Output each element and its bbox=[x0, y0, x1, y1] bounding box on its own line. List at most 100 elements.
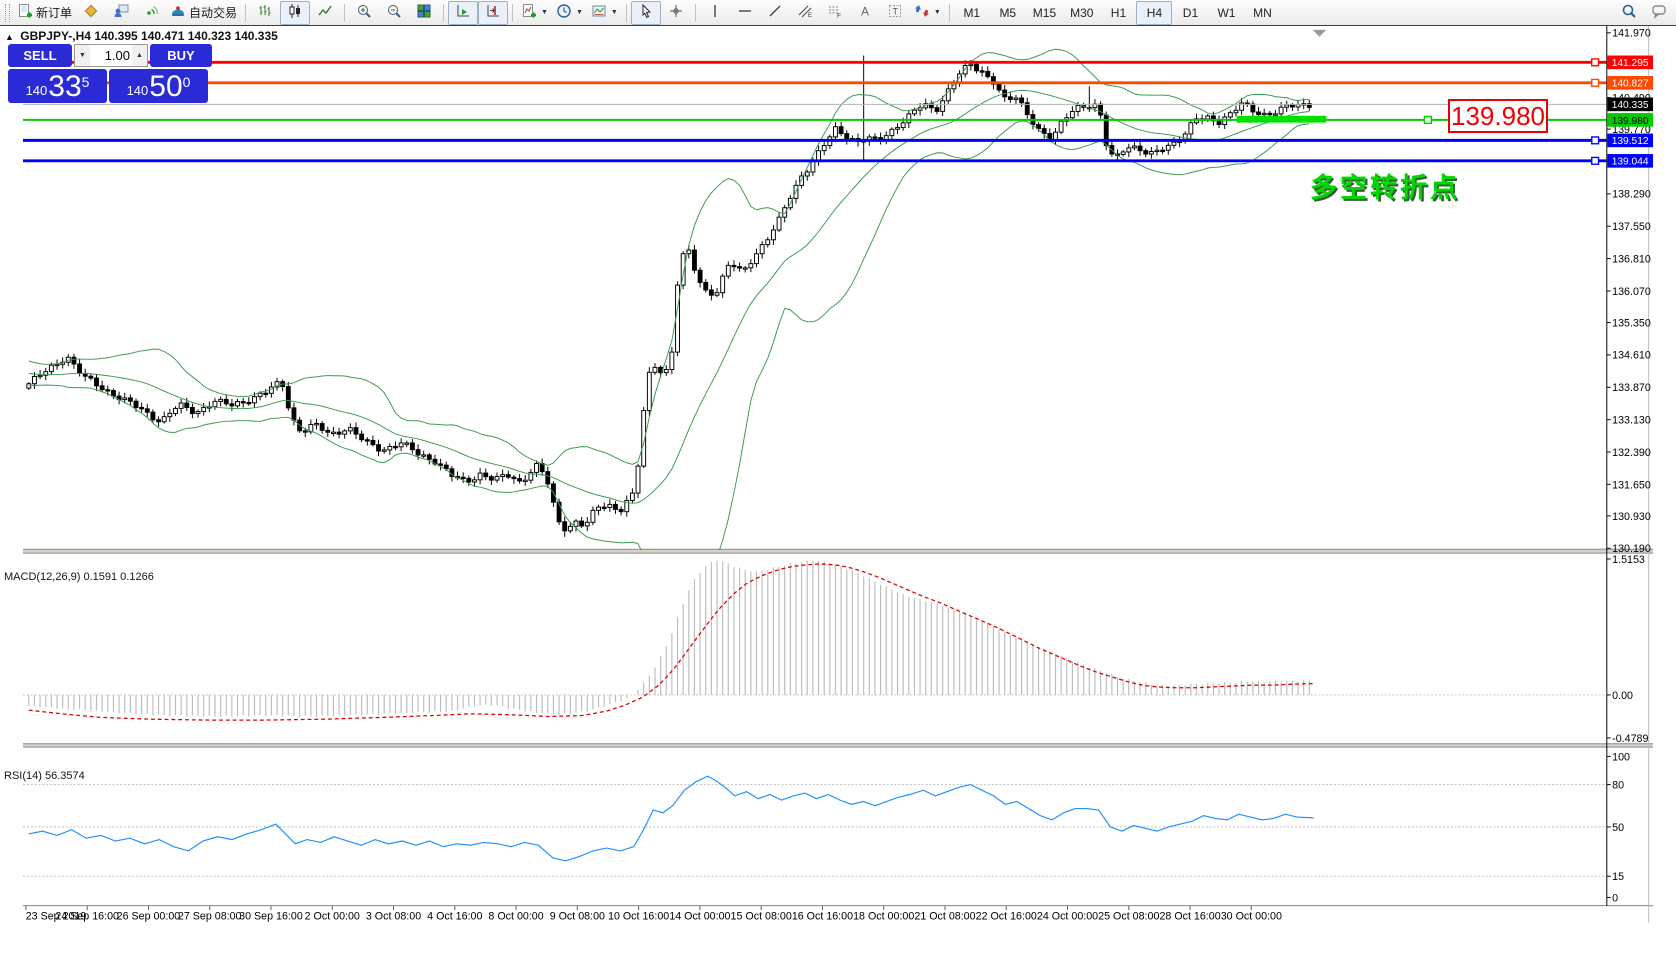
arrows-icon bbox=[914, 3, 930, 22]
arrows-tool-button[interactable]: ▼ bbox=[910, 1, 945, 25]
zoom-in-button[interactable] bbox=[349, 1, 379, 25]
svg-text:-0.4789: -0.4789 bbox=[1612, 733, 1648, 745]
crosshair-tool-button[interactable] bbox=[661, 1, 691, 25]
svg-text:80: 80 bbox=[1612, 779, 1624, 791]
pane-separator[interactable] bbox=[22, 743, 1654, 748]
timeframe-m5-button[interactable]: M5 bbox=[999, 5, 1017, 20]
price-annotation-box[interactable]: 139.980 bbox=[1448, 99, 1548, 133]
svg-text:16 Oct 16:00: 16 Oct 16:00 bbox=[792, 910, 853, 922]
hline-handle[interactable] bbox=[1591, 136, 1600, 145]
svg-text:0.00: 0.00 bbox=[1612, 690, 1633, 702]
sell-price[interactable]: 140 33 5 bbox=[8, 69, 107, 103]
hline-handle[interactable] bbox=[1591, 156, 1600, 165]
template-icon bbox=[591, 3, 607, 22]
timeframe-w1-button[interactable]: W1 bbox=[1217, 5, 1236, 20]
macd-pane[interactable] bbox=[22, 560, 1607, 721]
bar-chart-button[interactable] bbox=[250, 1, 280, 25]
svg-text:130.930: 130.930 bbox=[1612, 511, 1651, 523]
price-tag: 140.827 bbox=[1607, 76, 1654, 90]
buy-price[interactable]: 140 50 0 bbox=[109, 69, 208, 103]
turning-point-annotation[interactable]: 多空转折点 bbox=[1310, 173, 1460, 203]
periods-button[interactable]: ▼ bbox=[552, 1, 587, 25]
indicators-button[interactable]: ▼ bbox=[517, 1, 552, 25]
macd-signal-line bbox=[28, 563, 1313, 721]
candlestick-chart-button[interactable] bbox=[280, 0, 311, 25]
svg-text:0: 0 bbox=[1612, 892, 1618, 904]
bar-chart-icon bbox=[257, 3, 273, 22]
new-order-label: 新订单 bbox=[36, 6, 73, 20]
hline-handle[interactable] bbox=[1591, 58, 1600, 67]
text-tool-button[interactable]: A bbox=[850, 1, 880, 25]
ohlc-values: 140.395 140.471 140.323 140.335 bbox=[94, 29, 278, 43]
chat-icon bbox=[1651, 3, 1667, 22]
svg-text:138.290: 138.290 bbox=[1612, 189, 1651, 201]
vertical-line-tool-button[interactable] bbox=[700, 1, 730, 25]
pane-separator[interactable] bbox=[22, 549, 1654, 554]
svg-text:26 Sep 00:00: 26 Sep 00:00 bbox=[117, 910, 181, 922]
auto-scroll-button[interactable] bbox=[448, 0, 479, 25]
svg-text:141.295: 141.295 bbox=[1612, 58, 1649, 69]
rsi-line bbox=[28, 775, 1314, 862]
chart-title: ▲ GBPJPY-,H4 140.395 140.471 140.323 140… bbox=[5, 29, 278, 43]
fibonacci-tool-button[interactable]: F bbox=[820, 1, 850, 25]
svg-text:141.970: 141.970 bbox=[1612, 28, 1651, 40]
svg-text:24 Sep 16:00: 24 Sep 16:00 bbox=[55, 910, 119, 922]
svg-text:140.335: 140.335 bbox=[1612, 100, 1649, 111]
fibonacci-icon: F bbox=[827, 3, 843, 22]
collapse-panel-icon[interactable]: ▲ bbox=[5, 32, 14, 42]
timeframe-m30-button[interactable]: M30 bbox=[1070, 5, 1094, 20]
timeframe-mn-button[interactable]: MN bbox=[1253, 5, 1272, 20]
line-chart-button[interactable] bbox=[310, 1, 340, 25]
chart-shift-button[interactable] bbox=[478, 0, 509, 25]
periods-caret-icon: ▼ bbox=[575, 9, 583, 16]
hline-handle[interactable] bbox=[1423, 115, 1432, 124]
svg-text:18 Oct 00:00: 18 Oct 00:00 bbox=[853, 910, 914, 922]
volume-decrease-button[interactable]: ▼ bbox=[75, 45, 90, 66]
channel-tool-button[interactable]: E bbox=[790, 1, 820, 25]
rsi-pane[interactable] bbox=[22, 775, 1607, 877]
signals-button[interactable] bbox=[136, 1, 166, 25]
svg-text:139.980: 139.980 bbox=[1612, 116, 1649, 127]
main-price-pane[interactable] bbox=[22, 29, 1607, 614]
trendline-tool-button[interactable] bbox=[760, 1, 790, 25]
horizontal-line-tool-button[interactable] bbox=[730, 1, 760, 25]
timeframe-m15-button[interactable]: M15 bbox=[1032, 5, 1057, 20]
chat-button[interactable] bbox=[1644, 1, 1674, 25]
search-button[interactable] bbox=[1614, 1, 1644, 25]
svg-text:2 Oct 00:00: 2 Oct 00:00 bbox=[305, 910, 360, 922]
timeframe-d1-button[interactable]: D1 bbox=[1182, 5, 1199, 20]
templates-button[interactable]: ▼ bbox=[587, 1, 622, 25]
svg-text:8 Oct 00:00: 8 Oct 00:00 bbox=[488, 910, 543, 922]
new-order-icon bbox=[17, 3, 33, 22]
sell-button[interactable]: SELL bbox=[8, 44, 72, 67]
new-order-button[interactable]: 新订单 bbox=[13, 1, 76, 25]
timeframe-m1-button[interactable]: M1 bbox=[963, 5, 981, 20]
chart-canvas[interactable]: 141.970141.230140.490139.770139.030138.2… bbox=[0, 26, 1676, 953]
volume-input[interactable] bbox=[90, 45, 132, 66]
autotrade-button[interactable]: 自动交易 bbox=[166, 1, 241, 25]
text-label-tool-button[interactable]: T bbox=[880, 1, 910, 25]
tile-windows-button[interactable] bbox=[409, 1, 439, 25]
hline-handle[interactable] bbox=[1591, 78, 1600, 87]
label-t-icon: T bbox=[887, 3, 903, 22]
price-tag: 139.512 bbox=[1607, 133, 1654, 147]
price-hlines[interactable] bbox=[22, 60, 1607, 163]
price-tag: 141.295 bbox=[1607, 55, 1654, 69]
market-watch-button[interactable] bbox=[76, 1, 106, 25]
accounts-button[interactable] bbox=[106, 1, 136, 25]
highlight-trend-segment[interactable] bbox=[1236, 115, 1327, 123]
cursor-tool-button[interactable] bbox=[630, 0, 661, 25]
one-click-trade-panel: SELL ▼ ▲ BUY 140 33 5 140 50 0 bbox=[8, 44, 212, 103]
macd-histogram bbox=[28, 560, 1310, 717]
volume-increase-button[interactable]: ▲ bbox=[132, 45, 147, 66]
zoom-out-button[interactable] bbox=[379, 1, 409, 25]
timeframe-h4-button[interactable]: H4 bbox=[1136, 0, 1173, 25]
price-tag: 139.044 bbox=[1607, 154, 1654, 168]
price-axis[interactable]: 141.970141.230140.490139.770139.030138.2… bbox=[1606, 26, 1654, 906]
buy-button[interactable]: BUY bbox=[150, 44, 212, 67]
timeframe-h1-button[interactable]: H1 bbox=[1110, 5, 1127, 20]
line-chart-icon bbox=[317, 3, 333, 22]
zoom-in-icon bbox=[356, 3, 372, 22]
svg-text:130.190: 130.190 bbox=[1612, 543, 1651, 555]
